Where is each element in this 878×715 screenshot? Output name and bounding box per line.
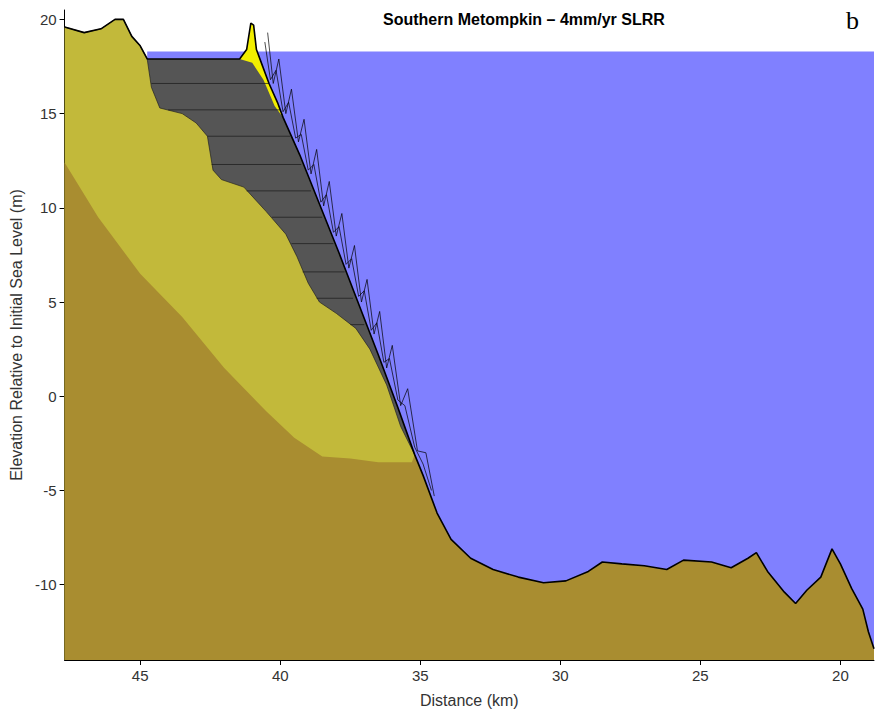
svg-text:40: 40 — [272, 667, 289, 684]
svg-text:10: 10 — [40, 199, 57, 216]
svg-text:20: 20 — [40, 11, 57, 28]
svg-text:20: 20 — [832, 667, 849, 684]
svg-text:0: 0 — [48, 388, 56, 405]
svg-text:35: 35 — [412, 667, 429, 684]
svg-text:-10: -10 — [35, 576, 57, 593]
svg-text:45: 45 — [132, 667, 149, 684]
svg-text:15: 15 — [40, 105, 57, 122]
svg-text:30: 30 — [552, 667, 569, 684]
svg-text:25: 25 — [692, 667, 709, 684]
svg-text:Southern Metompkin – 4mm/yr SL: Southern Metompkin – 4mm/yr SLRR — [383, 11, 665, 28]
svg-text:Distance (km): Distance (km) — [420, 692, 519, 709]
svg-text:Elevation Relative to Initial: Elevation Relative to Initial Sea Level … — [8, 189, 25, 481]
svg-text:b: b — [846, 6, 859, 35]
svg-text:5: 5 — [48, 294, 56, 311]
svg-text:-5: -5 — [43, 482, 56, 499]
